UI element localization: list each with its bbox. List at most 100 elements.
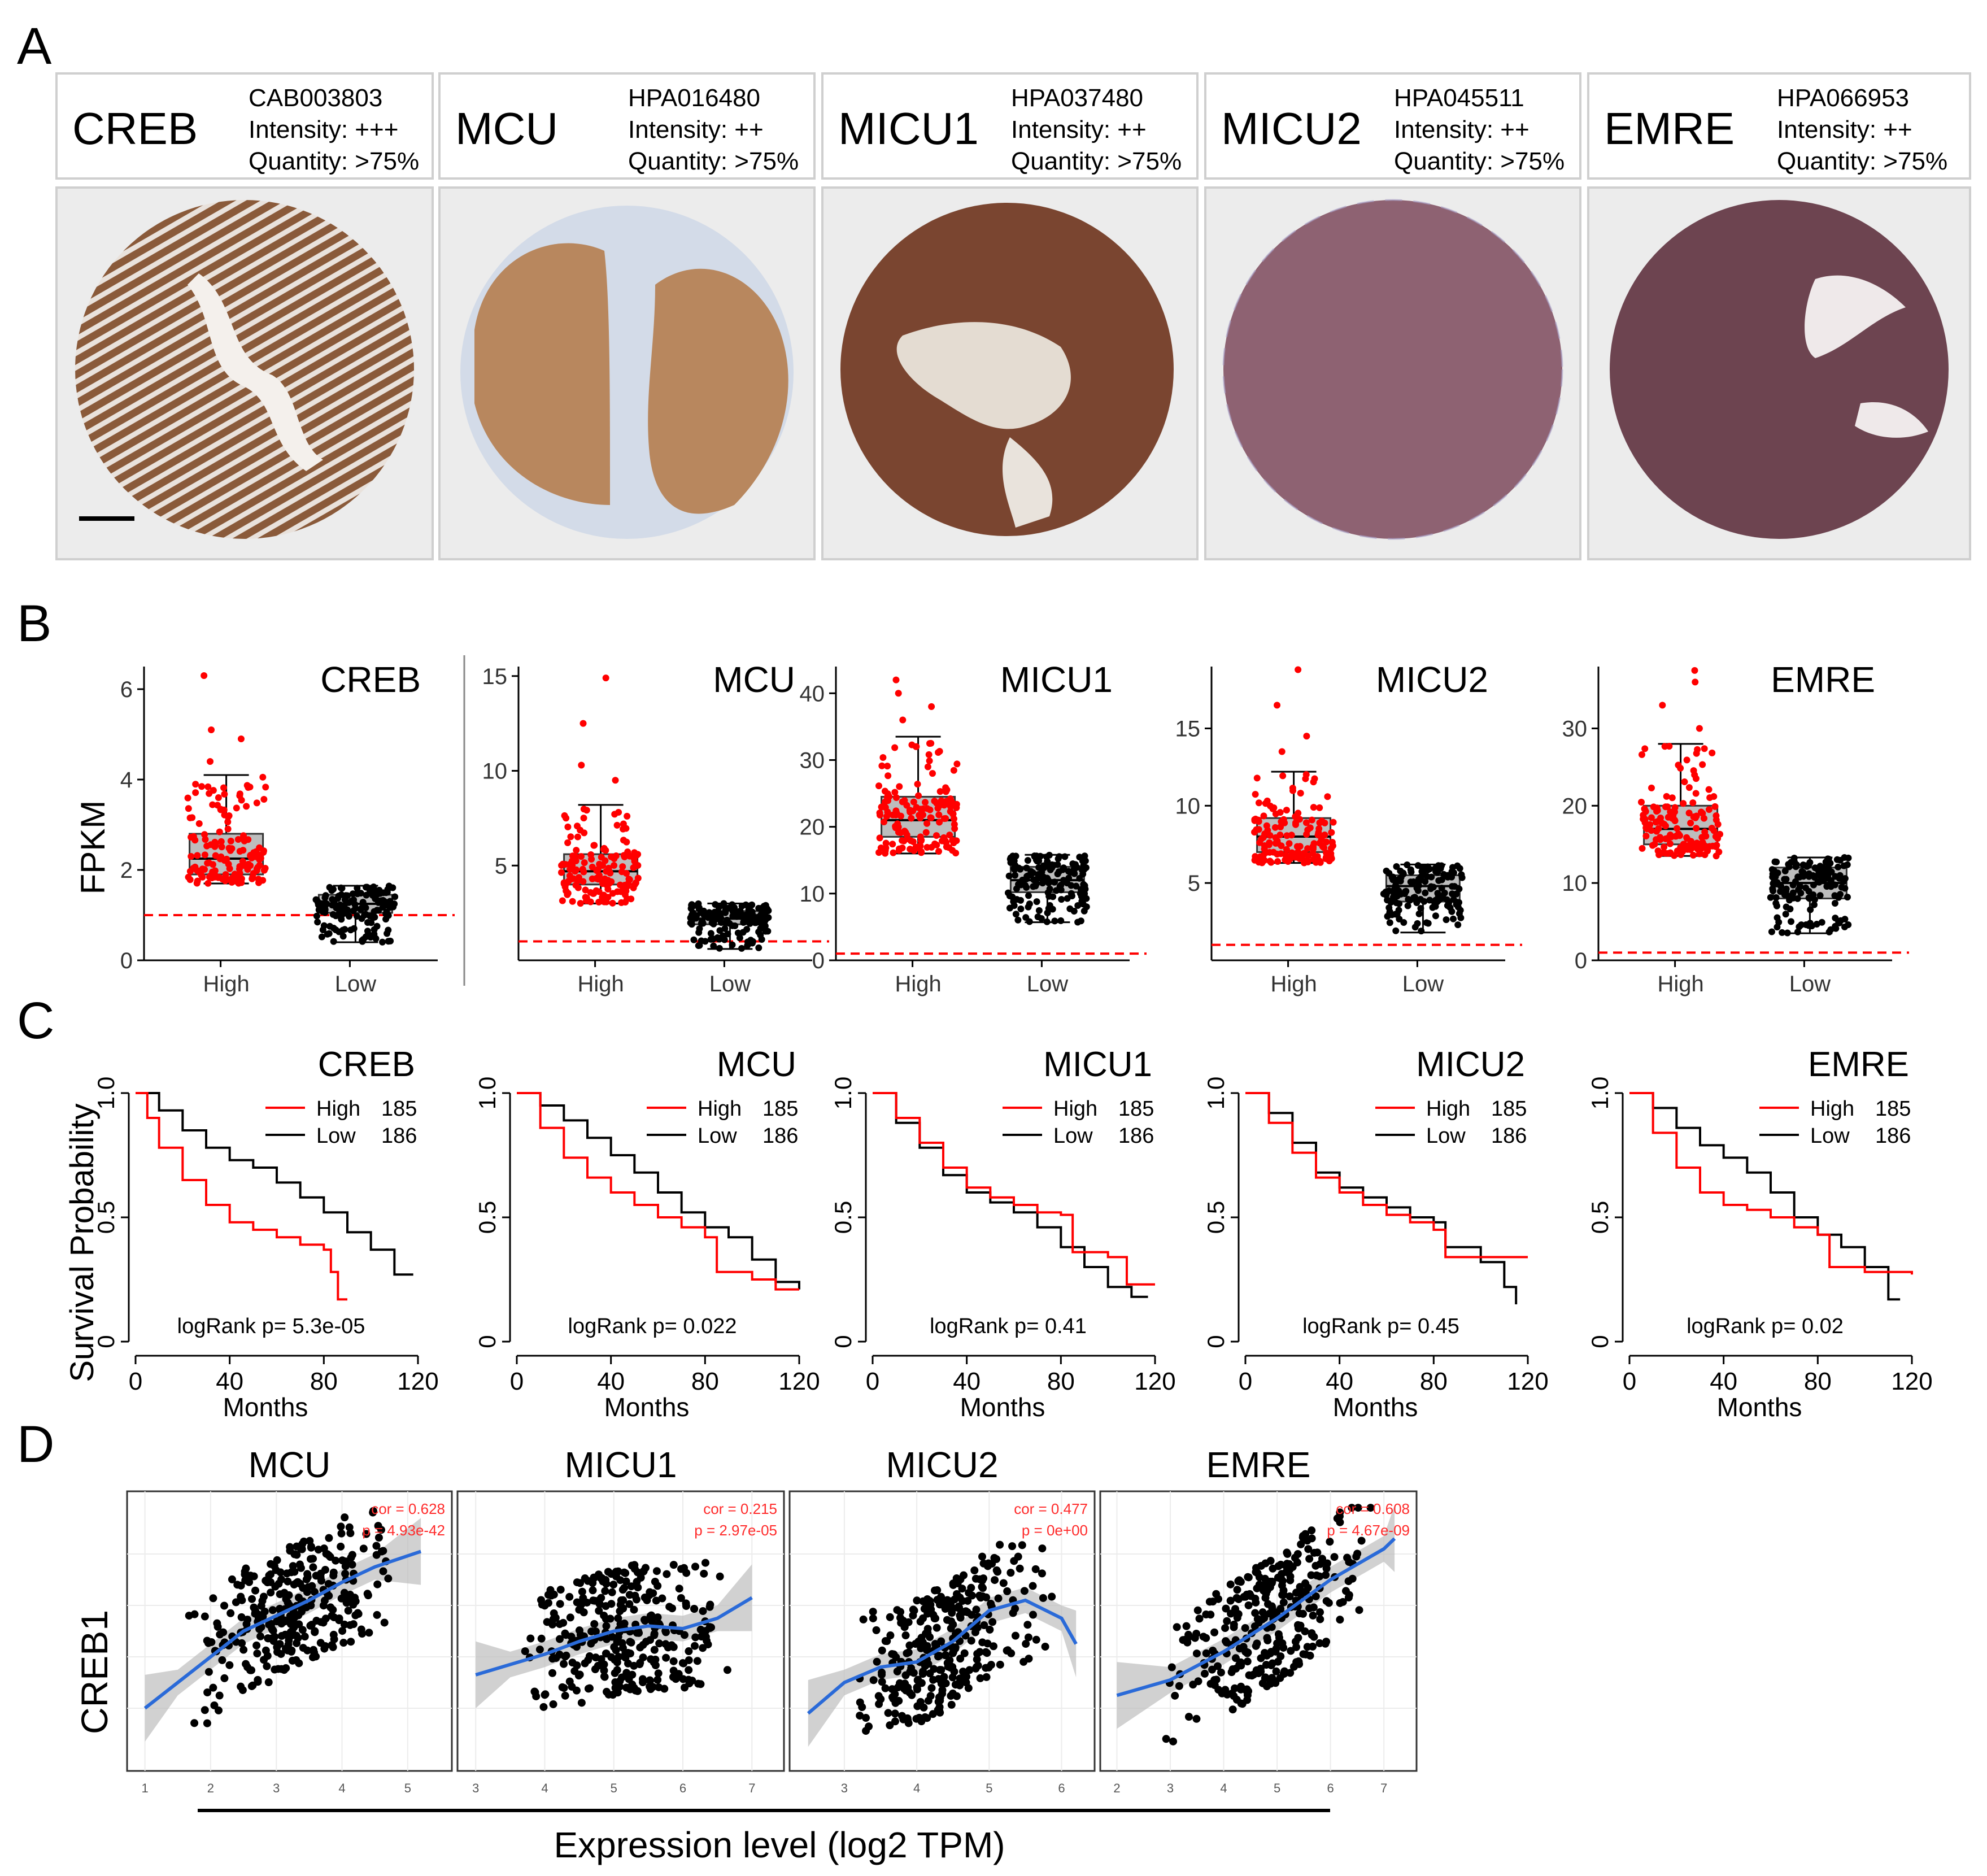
data-point bbox=[875, 782, 883, 790]
data-point bbox=[920, 1604, 929, 1613]
km-curve-low bbox=[873, 1092, 1148, 1298]
data-point bbox=[369, 891, 376, 899]
data-point bbox=[1314, 853, 1321, 860]
data-point bbox=[761, 922, 769, 930]
data-point bbox=[1293, 843, 1301, 850]
data-point bbox=[631, 1591, 639, 1600]
data-point bbox=[582, 894, 589, 901]
data-point bbox=[537, 1634, 546, 1643]
data-point bbox=[1011, 1631, 1019, 1640]
data-point bbox=[936, 788, 944, 795]
legend-count: 186 bbox=[1118, 1124, 1154, 1148]
data-point bbox=[595, 876, 602, 883]
data-point bbox=[904, 1618, 913, 1626]
x-tick-label: 2 bbox=[207, 1781, 214, 1795]
data-point bbox=[1774, 869, 1781, 877]
data-point bbox=[299, 1537, 308, 1546]
data-point bbox=[891, 789, 899, 796]
data-point bbox=[1076, 854, 1083, 861]
data-point bbox=[886, 1613, 894, 1621]
data-point bbox=[1293, 849, 1301, 856]
plot-title: MCU bbox=[249, 1444, 331, 1485]
data-point bbox=[653, 1675, 662, 1684]
data-point bbox=[1827, 926, 1835, 933]
data-point bbox=[307, 1542, 315, 1551]
data-point bbox=[1651, 841, 1658, 848]
data-point bbox=[694, 1679, 703, 1688]
legend-count: 185 bbox=[1118, 1097, 1154, 1121]
data-point bbox=[878, 762, 886, 769]
data-point bbox=[284, 1577, 292, 1586]
data-point bbox=[698, 909, 705, 916]
data-point bbox=[1239, 1643, 1248, 1651]
data-point bbox=[1283, 832, 1291, 839]
data-point bbox=[892, 807, 900, 815]
data-point bbox=[1306, 824, 1314, 832]
data-point bbox=[563, 815, 570, 822]
data-point bbox=[218, 1656, 226, 1664]
data-point bbox=[216, 855, 224, 863]
x-tick-label: 4 bbox=[1220, 1781, 1227, 1795]
data-point bbox=[1827, 883, 1835, 890]
data-point bbox=[1794, 873, 1802, 881]
data-point bbox=[1690, 813, 1697, 820]
data-point bbox=[890, 849, 897, 856]
data-point bbox=[243, 803, 250, 810]
data-point bbox=[384, 1574, 393, 1583]
data-point bbox=[1301, 1530, 1310, 1538]
data-point bbox=[325, 1534, 333, 1542]
data-point bbox=[262, 784, 269, 791]
data-point bbox=[936, 1696, 944, 1705]
x-tick-label: 40 bbox=[1710, 1368, 1737, 1395]
data-point bbox=[877, 845, 884, 852]
data-point bbox=[1060, 877, 1067, 884]
data-point bbox=[896, 783, 903, 790]
data-point bbox=[1781, 891, 1788, 898]
data-point bbox=[726, 920, 733, 927]
data-point bbox=[933, 1623, 941, 1632]
data-point bbox=[1067, 890, 1075, 897]
data-point bbox=[363, 891, 370, 899]
data-point bbox=[596, 1600, 604, 1608]
x-tick-label: High bbox=[577, 972, 624, 996]
data-point bbox=[1444, 873, 1452, 881]
data-point bbox=[373, 1611, 381, 1619]
data-point bbox=[600, 845, 608, 852]
data-point bbox=[585, 1684, 594, 1692]
y-tick-label: 0.5 bbox=[1587, 1201, 1613, 1234]
outlier-point bbox=[208, 726, 215, 733]
data-point bbox=[1835, 894, 1842, 901]
data-point bbox=[895, 847, 903, 854]
data-point bbox=[1175, 1682, 1183, 1690]
data-point bbox=[1664, 850, 1672, 857]
data-point bbox=[927, 1684, 936, 1692]
data-point bbox=[1344, 1577, 1353, 1586]
data-point bbox=[1781, 876, 1788, 883]
data-point bbox=[1322, 1571, 1330, 1579]
data-point bbox=[1327, 850, 1335, 858]
data-point bbox=[573, 822, 581, 830]
data-point bbox=[1810, 881, 1817, 889]
data-point bbox=[1396, 916, 1403, 923]
data-point bbox=[1386, 919, 1393, 926]
data-point bbox=[341, 1513, 349, 1522]
data-point bbox=[369, 1507, 377, 1515]
data-point bbox=[1429, 904, 1436, 911]
data-point bbox=[1314, 832, 1322, 839]
data-point bbox=[273, 1643, 281, 1651]
boxplot-micu1: 0 10 20 30 40 MICU1 High Low bbox=[800, 659, 1147, 996]
tissue-core bbox=[1223, 200, 1562, 539]
lumen bbox=[896, 322, 1071, 429]
data-point bbox=[878, 1678, 886, 1686]
boxplot-creb: 0 2 4 6 CREB High Low bbox=[120, 659, 455, 996]
data-point bbox=[1832, 915, 1839, 922]
data-point bbox=[1304, 1583, 1312, 1592]
data-point bbox=[892, 794, 900, 801]
data-point bbox=[1034, 913, 1042, 920]
data-point bbox=[972, 1605, 981, 1614]
data-point bbox=[935, 811, 943, 819]
data-point bbox=[1641, 805, 1648, 812]
data-point bbox=[1276, 809, 1284, 816]
data-point bbox=[573, 847, 580, 854]
data-point bbox=[233, 1581, 242, 1589]
